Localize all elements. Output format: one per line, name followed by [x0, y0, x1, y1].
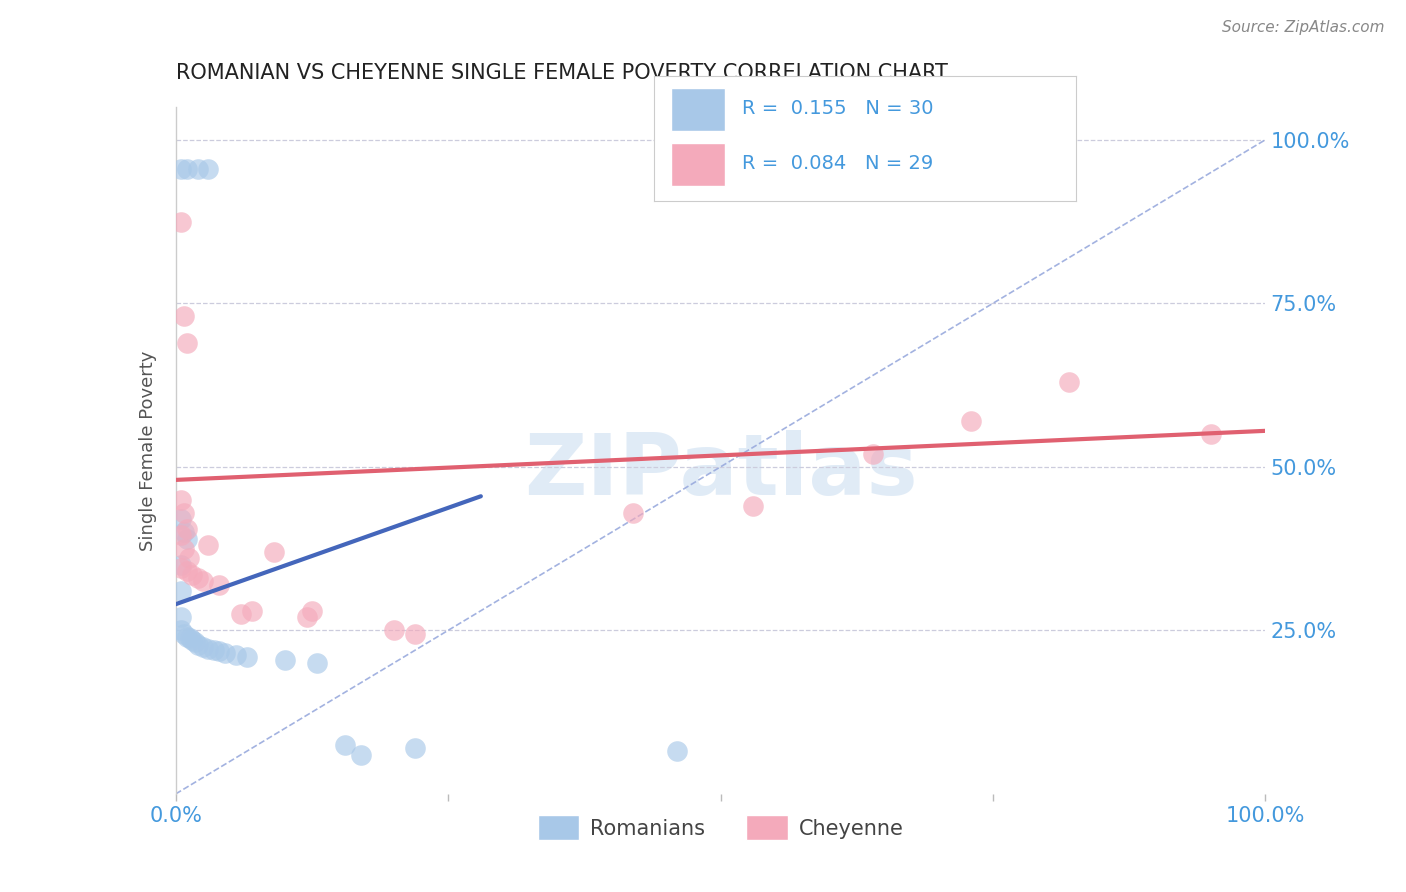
- Text: Source: ZipAtlas.com: Source: ZipAtlas.com: [1222, 20, 1385, 35]
- Point: [1199, 427, 1222, 442]
- Point: [173, 525, 195, 540]
- Point: [176, 335, 198, 350]
- Point: [405, 741, 427, 756]
- Point: [170, 624, 193, 638]
- Point: [225, 648, 247, 663]
- Point: [214, 646, 236, 660]
- Point: [350, 747, 373, 762]
- Point: [176, 532, 198, 546]
- Point: [197, 641, 219, 656]
- Point: [235, 649, 257, 664]
- Text: ROMANIAN VS CHEYENNE SINGLE FEMALE POVERTY CORRELATION CHART: ROMANIAN VS CHEYENNE SINGLE FEMALE POVER…: [176, 63, 948, 83]
- Point: [186, 638, 209, 652]
- Point: [170, 162, 193, 177]
- Legend: Romanians, Cheyenne: Romanians, Cheyenne: [530, 806, 911, 848]
- Point: [170, 512, 193, 526]
- FancyBboxPatch shape: [671, 144, 725, 186]
- Point: [191, 574, 214, 589]
- Point: [176, 162, 198, 177]
- Point: [208, 577, 231, 591]
- Point: [960, 414, 983, 428]
- Point: [170, 528, 193, 542]
- Point: [186, 571, 209, 585]
- Point: [173, 541, 195, 556]
- Point: [240, 604, 263, 618]
- Point: [862, 447, 884, 461]
- Point: [170, 584, 193, 599]
- Point: [191, 640, 214, 654]
- Point: [274, 653, 297, 667]
- Point: [333, 738, 356, 752]
- Y-axis label: Single Female Poverty: Single Female Poverty: [139, 351, 157, 550]
- Point: [177, 551, 200, 566]
- Point: [170, 561, 193, 575]
- Point: [307, 656, 329, 670]
- Point: [181, 633, 204, 648]
- Point: [197, 162, 219, 177]
- Point: [186, 162, 209, 177]
- Point: [170, 610, 193, 624]
- Point: [176, 565, 198, 579]
- Point: [176, 522, 198, 536]
- Point: [173, 506, 195, 520]
- Point: [173, 310, 195, 324]
- Point: [202, 643, 225, 657]
- Point: [170, 214, 193, 228]
- FancyBboxPatch shape: [671, 88, 725, 131]
- Point: [263, 545, 285, 559]
- Point: [666, 744, 689, 758]
- Point: [197, 538, 219, 552]
- Point: [742, 499, 765, 513]
- Point: [179, 631, 201, 645]
- Point: [181, 567, 204, 582]
- Point: [405, 626, 427, 640]
- Point: [295, 610, 318, 624]
- Point: [170, 492, 193, 507]
- Point: [301, 604, 323, 618]
- Text: R =  0.084   N = 29: R = 0.084 N = 29: [742, 154, 934, 173]
- Point: [173, 626, 195, 640]
- Point: [184, 635, 207, 649]
- Point: [176, 630, 198, 644]
- Point: [231, 607, 253, 621]
- Text: ZIPatlas: ZIPatlas: [523, 430, 918, 513]
- Text: R =  0.155   N = 30: R = 0.155 N = 30: [742, 99, 934, 119]
- Point: [621, 506, 644, 520]
- Point: [170, 558, 193, 572]
- Point: [1057, 375, 1080, 389]
- Point: [382, 624, 405, 638]
- Point: [208, 644, 231, 658]
